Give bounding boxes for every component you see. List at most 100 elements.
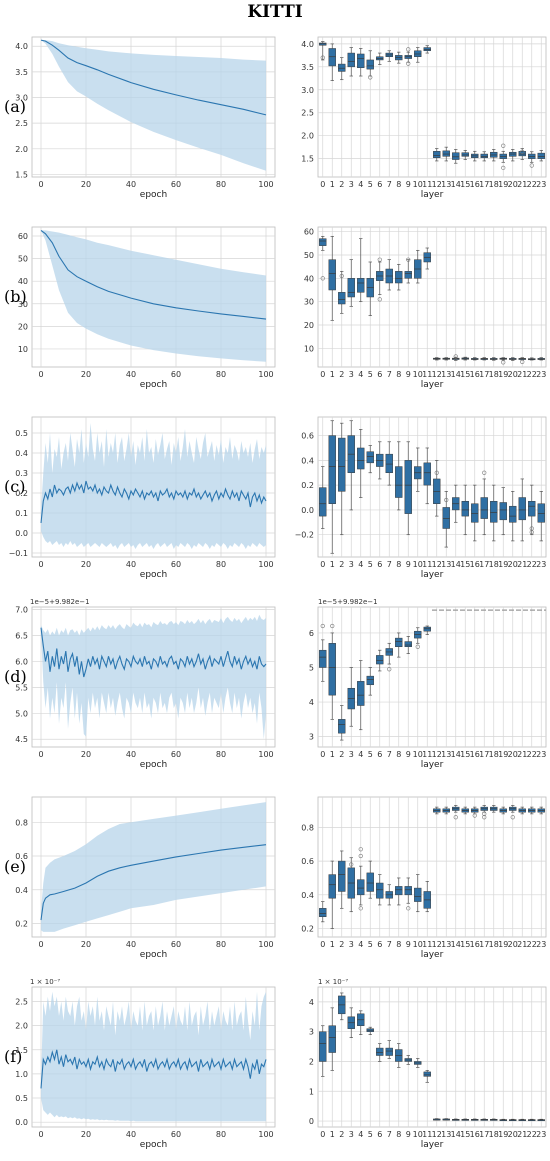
x-axis-label: layer bbox=[421, 760, 444, 770]
x-tick-label: 40 bbox=[126, 940, 136, 949]
x-tick-label: 12 bbox=[432, 750, 442, 759]
y-tick-label: 20 bbox=[18, 322, 28, 331]
box bbox=[480, 153, 488, 158]
x-tick-label: 9 bbox=[406, 750, 411, 759]
box-chart: 0 1 2 3 4 5 6 7 8 9 10 11 12 13 14 15 16 17 18 19 20 21 22 230.… bbox=[301, 796, 547, 960]
box bbox=[395, 886, 403, 896]
y-tick-label: 1.5 bbox=[15, 170, 28, 179]
outlier-point bbox=[510, 815, 515, 820]
panel-label: (a) bbox=[4, 97, 27, 116]
x-tick-label: 4 bbox=[358, 370, 363, 379]
x-tick-label: 19 bbox=[498, 750, 508, 759]
x-tick-label: 23 bbox=[536, 1130, 546, 1139]
outlier-point bbox=[358, 906, 363, 911]
y-tick-label: 3.5 bbox=[301, 63, 314, 72]
x-axis-label: layer bbox=[421, 190, 444, 200]
box bbox=[537, 503, 545, 523]
y-tick-label: 1.5 bbox=[15, 1046, 28, 1055]
box bbox=[385, 1047, 393, 1056]
x-tick-label: 100 bbox=[258, 1130, 273, 1139]
y-tick-label: 0.4 bbox=[15, 449, 28, 458]
x-tick-label: 16 bbox=[470, 370, 480, 379]
x-tick-label: 6 bbox=[377, 750, 382, 759]
outlier-point bbox=[358, 853, 363, 859]
x-tick-label: 20 bbox=[508, 180, 518, 189]
x-tick-label: 100 bbox=[258, 940, 273, 949]
x-tick-label: 60 bbox=[171, 940, 181, 949]
x-tick-label: 14 bbox=[451, 560, 461, 569]
box bbox=[357, 53, 365, 69]
plot-frame bbox=[317, 36, 547, 178]
x-tick-label: 1 bbox=[330, 180, 335, 189]
x-tick-label: 12 bbox=[432, 1130, 442, 1139]
outlier-point bbox=[349, 862, 354, 867]
x-tick-label: 60 bbox=[171, 180, 181, 189]
x-tick-label: 40 bbox=[126, 370, 136, 379]
outlier-point bbox=[482, 470, 487, 475]
x-tick-label: 9 bbox=[406, 560, 411, 569]
x-tick-label: 4 bbox=[358, 750, 363, 759]
x-tick-label: 60 bbox=[171, 750, 181, 759]
offset-text: 1 × 10⁻⁷ bbox=[318, 978, 348, 986]
plot-frame bbox=[317, 796, 547, 938]
y-tick-label: 3 bbox=[309, 1028, 314, 1037]
x-tick-label: 4 bbox=[358, 1130, 363, 1139]
x-tick-label: 60 bbox=[171, 1130, 181, 1139]
x-tick-label: 16 bbox=[470, 180, 480, 189]
box bbox=[423, 1071, 431, 1077]
box bbox=[395, 271, 403, 284]
x-tick-label: 1 bbox=[330, 1130, 335, 1139]
x-tick-label: 8 bbox=[396, 940, 401, 949]
x-tick-label: 18 bbox=[489, 370, 499, 379]
x-tick-label: 13 bbox=[441, 750, 451, 759]
x-tick-label: 8 bbox=[396, 750, 401, 759]
x-tick-label: 10 bbox=[413, 940, 423, 949]
y-tick-label: 0.4 bbox=[301, 891, 314, 900]
y-tick-label: 2.5 bbox=[15, 119, 28, 128]
x-tick-label: 2 bbox=[339, 370, 344, 379]
x-tick-label: 6 bbox=[377, 560, 382, 569]
figure-title: KITTI bbox=[247, 2, 303, 22]
y-tick-label: 0.8 bbox=[15, 818, 28, 827]
confidence-band bbox=[41, 614, 266, 740]
box bbox=[404, 641, 412, 648]
x-axis-label: epoch bbox=[140, 760, 167, 770]
line-chart: 0 20 40 60 80 100 0.0 0.5 1.0 1.5 2.0 2.5 epoch 1 × 1… bbox=[15, 978, 276, 1150]
outlier-point bbox=[482, 815, 487, 820]
x-tick-label: 0 bbox=[320, 750, 325, 759]
mean-line bbox=[40, 1049, 267, 1089]
y-tick-label: 60 bbox=[304, 228, 314, 237]
x-tick-label: 13 bbox=[441, 940, 451, 949]
y-tick-label: 0.6 bbox=[301, 857, 314, 866]
outlier-point bbox=[377, 297, 382, 302]
x-tick-label: 17 bbox=[479, 560, 489, 569]
outlier-point bbox=[330, 623, 335, 629]
outlier-point bbox=[529, 163, 534, 168]
outlier-point bbox=[453, 815, 458, 820]
x-tick-label: 15 bbox=[460, 560, 470, 569]
y-tick-label: 5 bbox=[309, 663, 314, 672]
y-tick-label: 0.0 bbox=[15, 1118, 28, 1127]
x-tick-label: 5 bbox=[368, 180, 373, 189]
box bbox=[328, 259, 336, 291]
offset-text: 1e−5+9.982e−1 bbox=[30, 598, 90, 606]
x-tick-label: 2 bbox=[339, 750, 344, 759]
x-tick-label: 23 bbox=[536, 370, 546, 379]
x-tick-label: 21 bbox=[517, 940, 527, 949]
x-tick-label: 23 bbox=[536, 560, 546, 569]
x-tick-label: 1 bbox=[330, 750, 335, 759]
x-tick-label: 0 bbox=[320, 940, 325, 949]
y-tick-label: 1 bbox=[309, 1087, 314, 1096]
outlier-point bbox=[406, 47, 411, 52]
x-tick-label: 1 bbox=[330, 370, 335, 379]
x-tick-label: 20 bbox=[508, 1130, 518, 1139]
x-tick-label: 0 bbox=[38, 750, 43, 759]
box bbox=[461, 500, 469, 517]
y-tick-label: 10 bbox=[18, 345, 28, 354]
outlier-point bbox=[320, 55, 325, 60]
x-tick-label: 11 bbox=[422, 370, 432, 379]
x-tick-label: 2 bbox=[339, 1130, 344, 1139]
box-chart: 0 1 2 3 4 5 6 7 8 9 10 11 12 13 14 15 16 17 18 19 20 21 22 231.… bbox=[301, 36, 547, 200]
box bbox=[433, 151, 441, 158]
box bbox=[338, 63, 346, 72]
